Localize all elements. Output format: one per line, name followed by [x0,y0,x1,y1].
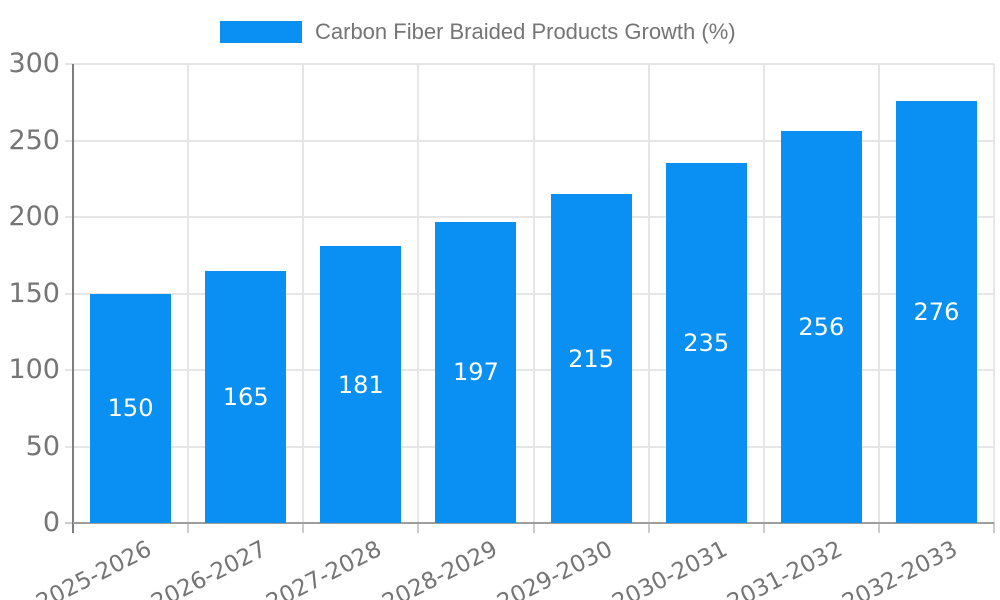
x-axis-label: 2029-2030 [492,536,617,600]
x-gridline [993,64,995,523]
x-axis-label: 2031-2032 [723,536,847,600]
x-axis-label: 2028-2029 [377,536,502,600]
x-gridline [762,64,765,523]
x-tick [532,523,535,533]
y-gridline [65,445,994,448]
bar-2028-2029[interactable] [435,221,517,523]
y-tick [65,522,73,524]
bar-value-label: 150 [107,394,154,423]
y-axis-line [72,64,74,533]
bar-value-label: 165 [222,382,269,411]
bar-2027-2028[interactable] [320,246,402,523]
bar-value-label: 235 [683,329,730,358]
y-gridline [65,63,994,65]
x-tick [993,523,995,533]
x-tick [877,523,880,533]
x-tick [647,523,650,533]
bar-2031-2032[interactable] [780,131,862,523]
y-gridline [65,292,994,295]
legend-label: Carbon Fiber Braided Products Growth (%) [315,19,736,44]
bar-value-label: 276 [913,297,960,326]
y-axis-label: 250 [8,124,60,156]
x-axis-line [73,522,994,524]
y-gridline [65,216,994,218]
x-tick [187,523,190,533]
bar-value-label: 197 [453,358,499,387]
x-axis-label: 2026-2027 [147,536,272,600]
bar-2026-2027[interactable] [205,270,287,523]
y-gridline [65,369,994,371]
bar-2030-2031[interactable] [665,163,747,523]
y-gridline [65,139,994,142]
x-tick [762,523,765,533]
y-axis-label: 300 [8,48,60,79]
legend: Carbon Fiber Braided Products Growth (%) [220,20,736,44]
plot-area: 150 165 181 197 215 235 256 276 [65,63,995,533]
bar-2032-2033[interactable] [895,100,977,523]
x-axis-label: 2025-2026 [32,536,156,600]
y-axis-label: 200 [8,201,60,232]
x-axis-label: 2030-2031 [608,536,732,600]
x-gridline [187,64,190,523]
x-gridline [877,64,880,523]
x-tick [417,523,420,533]
bar-2025-2026[interactable] [90,293,172,523]
bar-value-label: 181 [337,370,384,399]
y-axis-label: 0 [42,507,60,538]
x-gridline [417,64,420,523]
bar-value-label: 215 [568,344,614,373]
legend-swatch [220,21,302,43]
y-axis-label: 100 [8,354,60,385]
y-axis-label: 150 [8,277,60,309]
x-axis-label: 2032-2033 [838,536,962,600]
x-gridline [532,64,535,523]
y-axis-label: 50 [25,430,60,462]
x-axis-label: 2027-2028 [262,536,387,600]
x-gridline [647,64,650,523]
x-tick [302,523,305,533]
bar-2029-2030[interactable] [550,194,632,523]
x-gridline [302,64,305,523]
bar-value-label: 256 [798,313,845,342]
